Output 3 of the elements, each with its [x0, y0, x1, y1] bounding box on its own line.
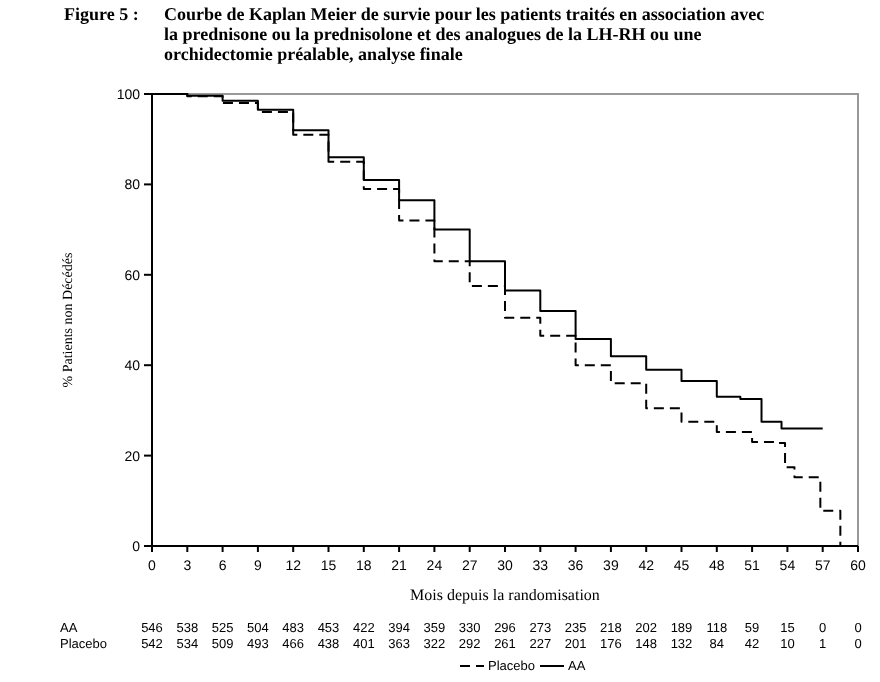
x-axis-title: Mois depuis la randomisation	[410, 586, 600, 604]
chart-title: Figure 5 :	[64, 4, 139, 24]
chart-subtitle: Courbe de Kaplan Meier de survie pour les patients traités en association avec la prednisone ou la prednisolone et des analogues de la LH-RH ou une orchidectomie préalable, analyse finale	[164, 4, 765, 64]
